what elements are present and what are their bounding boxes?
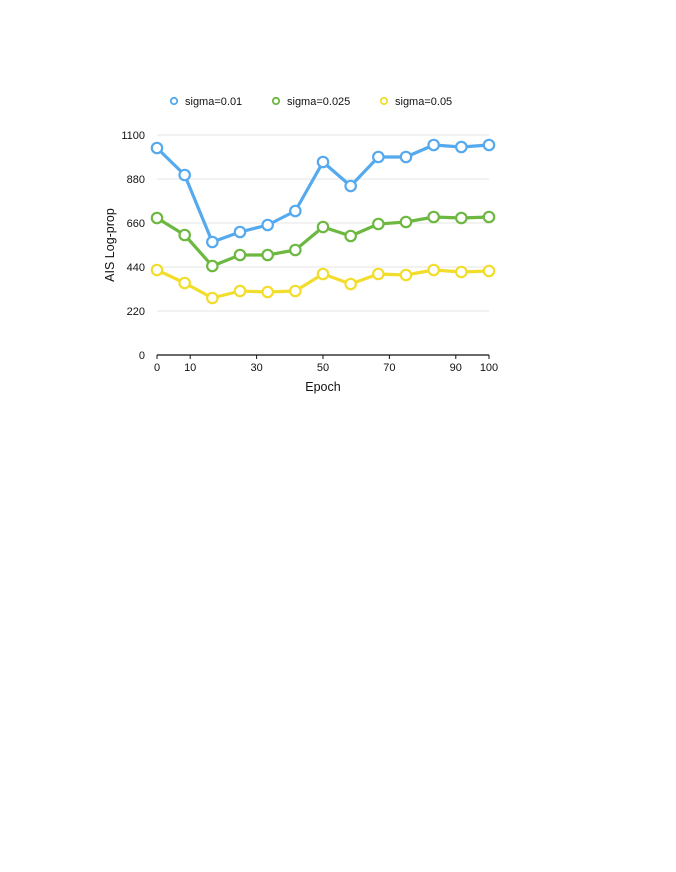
data-point	[233, 225, 247, 239]
data-point	[482, 264, 496, 278]
x-tick-label: 90	[450, 362, 462, 374]
data-point	[289, 284, 302, 298]
data-point	[316, 267, 330, 281]
data-point	[372, 217, 385, 231]
data-point	[206, 291, 219, 305]
y-tick-label: 440	[127, 262, 145, 274]
y-axis-ticks: 0 220 440 660 880 1100	[121, 130, 145, 362]
data-point	[206, 259, 219, 273]
data-point	[261, 218, 274, 232]
data-point	[261, 248, 274, 262]
y-tick-label: 220	[127, 306, 145, 318]
legend-label: sigma=0.01	[185, 96, 242, 108]
data-point	[455, 265, 468, 279]
data-point	[344, 179, 357, 193]
data-point	[316, 155, 330, 169]
y-tick-label: 660	[127, 218, 145, 230]
data-point	[178, 228, 191, 242]
data-point	[316, 220, 330, 234]
x-tick-label: 50	[317, 362, 329, 374]
data-point	[344, 277, 357, 291]
data-point	[399, 215, 413, 229]
x-axis-ticks: 0 10 30 50 70 90 100	[154, 355, 498, 374]
data-point	[372, 150, 385, 164]
data-point	[233, 284, 247, 298]
y-axis-title: AIS Log-prop	[103, 208, 117, 282]
legend: sigma=0.01 sigma=0.025 sigma=0.05	[169, 96, 452, 108]
data-point	[178, 168, 191, 182]
x-tick-label: 70	[383, 362, 395, 374]
data-point	[399, 268, 413, 282]
legend-item: sigma=0.01	[169, 96, 242, 108]
x-tick-label: 0	[154, 362, 160, 374]
data-point	[150, 141, 164, 155]
legend-item: sigma=0.05	[379, 96, 452, 108]
x-tick-label: 10	[184, 362, 196, 374]
data-point	[372, 267, 385, 281]
legend-marker	[379, 96, 389, 106]
data-point	[289, 243, 302, 257]
legend-label: sigma=0.05	[395, 96, 452, 108]
series-points	[150, 138, 496, 305]
legend-label: sigma=0.025	[287, 96, 350, 108]
data-point	[261, 285, 274, 299]
data-point	[482, 138, 496, 152]
legend-item: sigma=0.025	[271, 96, 350, 108]
data-point	[150, 211, 164, 225]
legend-marker	[169, 96, 179, 106]
y-tick-label: 1100	[121, 130, 145, 142]
data-point	[455, 211, 468, 225]
data-point	[178, 276, 191, 290]
data-point	[427, 210, 440, 224]
y-tick-label: 0	[139, 350, 145, 362]
legend-marker	[271, 96, 281, 106]
data-point	[399, 150, 413, 164]
data-point	[427, 263, 440, 277]
data-point	[482, 210, 496, 224]
data-point	[289, 204, 302, 218]
data-point	[233, 248, 247, 262]
data-point	[455, 140, 468, 154]
x-axis-title: Epoch	[305, 380, 340, 394]
y-tick-label: 880	[127, 174, 145, 186]
x-tick-label: 30	[250, 362, 262, 374]
data-point	[150, 263, 164, 277]
x-tick-label: 100	[480, 362, 498, 374]
data-point	[344, 229, 357, 243]
data-point	[206, 235, 219, 249]
data-point	[427, 138, 440, 152]
